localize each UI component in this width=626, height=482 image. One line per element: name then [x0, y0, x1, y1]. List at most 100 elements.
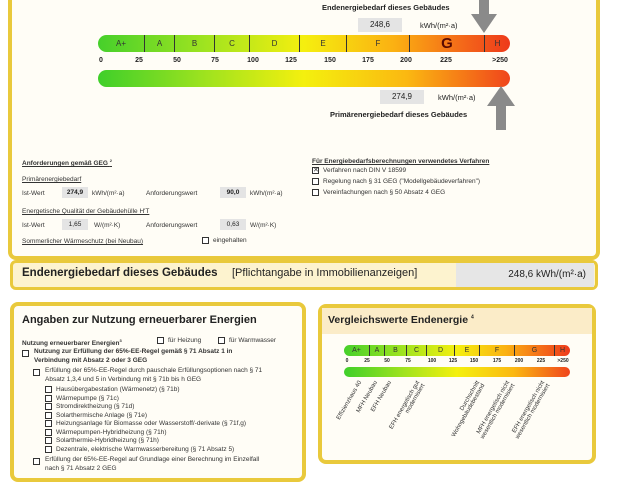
- comparison-ticks: 0 25 50 75 100 125 150 175 200 225 >250: [0, 358, 626, 366]
- unit-kwh-2: kWh/(m²·a): [250, 190, 283, 197]
- summary-title: Endenergiebedarf dieses Gebäudes: [22, 267, 218, 279]
- tick: 0: [99, 57, 103, 64]
- checkbox[interactable]: [312, 178, 319, 185]
- class-f: F: [347, 35, 410, 52]
- method-title: Für Energiebedarfsberechnungen verwendet…: [312, 158, 490, 165]
- class-b: B: [385, 345, 407, 356]
- tick: 75: [405, 358, 411, 364]
- tick: 25: [364, 358, 370, 364]
- tick: 125: [448, 358, 458, 364]
- comparison-title: Vergleichswerte Endenergie 4: [328, 314, 474, 326]
- gradient-bar: [98, 70, 510, 87]
- tick: 100: [247, 57, 259, 64]
- method-option[interactable]: Regelung nach § 31 GEG ("Modellgebäudeve…: [312, 178, 480, 185]
- class-e: E: [300, 35, 347, 52]
- ist-label: Ist-Wert: [22, 190, 45, 197]
- checkbox[interactable]: [202, 237, 209, 244]
- checkbox[interactable]: [45, 403, 52, 411]
- method-option-label: Regelung nach § 31 GEG ("Modellgebäudeve…: [323, 178, 481, 186]
- tick: 175: [362, 57, 374, 64]
- tick: 25: [135, 57, 143, 64]
- ist-value-2: 1,65: [62, 219, 88, 230]
- class-h: H: [494, 39, 501, 48]
- unit-w-2: W/(m²·K): [250, 222, 277, 229]
- class-d: D: [427, 345, 455, 356]
- heating-option[interactable]: für Heizung: [157, 337, 201, 344]
- footnote-2: 2: [109, 158, 112, 163]
- option[interactable]: Heizungsanlage für Biomasse oder Wassers…: [45, 420, 246, 429]
- checkbox[interactable]: [45, 437, 52, 445]
- method-option[interactable]: ✕ Verfahren nach DIN V 18599: [312, 167, 406, 174]
- option-label: Wärmepumpen-Hybridheizung (§ 71h): [56, 428, 167, 436]
- checkbox[interactable]: [45, 428, 52, 436]
- class-f: F: [480, 345, 515, 356]
- method-option[interactable]: Vereinfachungen nach § 50 Absatz 4 GEG: [312, 189, 445, 196]
- renewables-panel: [10, 302, 306, 482]
- checkbox[interactable]: [22, 350, 29, 357]
- class-a: A: [145, 35, 175, 52]
- checkbox[interactable]: [45, 386, 52, 393]
- class-c: C: [407, 345, 427, 356]
- ist-label-2: Ist-Wert: [22, 222, 45, 229]
- option[interactable]: Wärmepumpen-Hybridheizung (§ 71h): [45, 428, 246, 438]
- rule-calc: Erfüllung der 65%-EE-Regel auf Grundlage…: [45, 456, 260, 472]
- option-label: Wärmepumpe (§ 71c): [56, 394, 119, 402]
- class-e: E: [455, 345, 480, 356]
- water-option[interactable]: für Warmwasser: [218, 337, 276, 344]
- primary-heading: Primärenergiebedarf: [22, 176, 82, 183]
- water-label: für Warmwasser: [229, 337, 277, 345]
- usage-label: Nutzung erneuerbarer Energien3: [22, 338, 122, 347]
- option[interactable]: Dezentrale, elektrische Warmwasserbereit…: [45, 445, 246, 455]
- option[interactable]: Hausübergabestation (Wärmenetz) (§ 71b): [45, 386, 246, 395]
- requirements-title-text: Anforderungen gemäß GEG: [22, 160, 108, 168]
- comparison-class-bar: A+ A B C D E F G H: [344, 345, 570, 356]
- checkbox[interactable]: [45, 445, 52, 453]
- summary-note: [Pflichtangabe in Immobilienanzeigen]: [232, 267, 418, 279]
- checkbox[interactable]: [312, 189, 319, 196]
- checkbox-checked[interactable]: ✕: [312, 167, 319, 174]
- checkbox[interactable]: [45, 394, 52, 402]
- arrow-up-icon: [487, 86, 515, 130]
- checkbox[interactable]: [33, 458, 40, 465]
- primary-energy-value: 274,9: [380, 90, 424, 104]
- option[interactable]: Wärmepumpe (§ 71c): [45, 394, 246, 404]
- option-label: Hausübergabestation (Wärmenetz) (§ 71b): [56, 386, 180, 394]
- arrow-down-icon: [471, 0, 497, 33]
- primary-energy-unit: kWh/(m²·a): [438, 93, 476, 102]
- end-energy-value: 248,6: [358, 18, 402, 32]
- summer-check[interactable]: eingehalten: [202, 237, 247, 244]
- option[interactable]: Stromdirektheizung (§ 71d): [45, 403, 246, 412]
- option-label: Dezentrale, elektrische Warmwasserbereit…: [56, 445, 235, 453]
- checkbox[interactable]: [157, 337, 164, 344]
- usage-label-text: Nutzung erneuerbarer Energien: [22, 340, 120, 348]
- envelope-heading: Energetische Qualität der Gebäudehülle H…: [22, 208, 150, 215]
- unit-w: W/(m²·K): [94, 222, 121, 229]
- anf-label-2: Anforderungswert: [146, 222, 198, 229]
- checkbox[interactable]: [45, 411, 52, 419]
- tick: 50: [384, 358, 390, 364]
- class-b: B: [175, 35, 215, 52]
- renewables-title: Angaben zur Nutzung erneuerbarer Energie…: [22, 314, 257, 326]
- checkbox[interactable]: [33, 369, 40, 376]
- method-option-label: Vereinfachungen nach § 50 Absatz 4 GEG: [323, 189, 446, 197]
- class-bar: A+ A B C D E F G H: [98, 35, 510, 52]
- tick: >250: [492, 57, 508, 64]
- footnote-3: 3: [119, 338, 122, 343]
- rule-flat: Erfüllung der 65%-EE-Regel durch pauscha…: [45, 367, 263, 383]
- anf-value-2: 0,63: [220, 219, 246, 230]
- option[interactable]: Solarthermische Anlage (§ 71e): [45, 411, 246, 421]
- comparison-title-text: Vergleichswerte Endenergie: [328, 314, 469, 326]
- tick: 125: [285, 57, 297, 64]
- options-list: Hausübergabestation (Wärmenetz) (§ 71b) …: [45, 386, 246, 454]
- option-label: Heizungsanlage für Biomasse oder Wassers…: [56, 420, 247, 428]
- checkbox[interactable]: [45, 420, 52, 428]
- class-g: G: [515, 345, 555, 356]
- comparison-header: [322, 308, 592, 334]
- ist-value: 274,9: [62, 187, 88, 198]
- checkbox[interactable]: [218, 337, 225, 344]
- primary-energy-label: Primärenergiebedarf dieses Gebäudes: [330, 110, 468, 119]
- comparison-gradient-bar: [344, 367, 570, 377]
- option[interactable]: Solarthermie-Hybridheizung (§ 71h): [45, 437, 246, 446]
- option-label: Solarthermie-Hybridheizung (§ 71h): [56, 437, 159, 445]
- option-label: Solarthermische Anlage (§ 71e): [56, 411, 148, 419]
